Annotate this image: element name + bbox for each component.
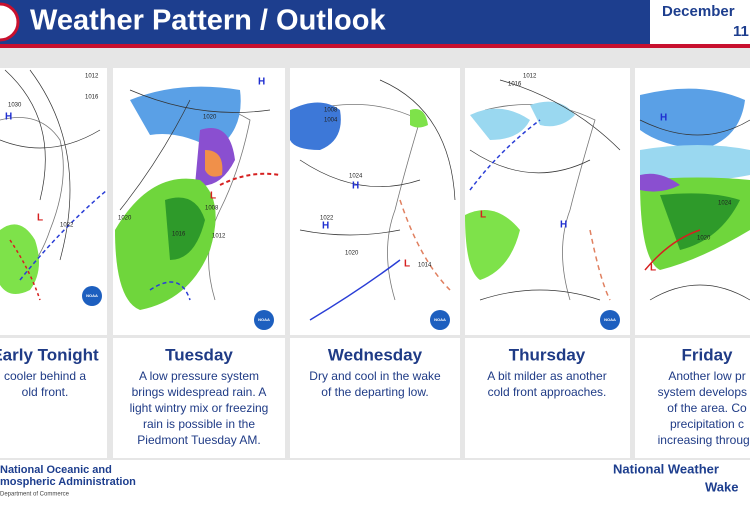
map-label: H (322, 221, 329, 232)
panel-title: Wednesday (328, 345, 423, 364)
map-label: 1022 (60, 223, 74, 229)
map-label: H (5, 112, 12, 123)
panel-title: Early Tonight (0, 345, 99, 364)
text-box (113, 338, 285, 458)
map (290, 68, 460, 335)
agency: National Oceanic and (0, 464, 112, 476)
panel-title: Tuesday (165, 345, 233, 364)
date: 11 (733, 23, 749, 40)
map-label: 1016 (172, 232, 186, 238)
panel-text: cold front approaches. (488, 385, 607, 399)
panel-text: old front. (22, 385, 69, 399)
panel-text: Dry and cool in the wake (309, 369, 441, 383)
panel-title: Friday (681, 345, 733, 364)
panel-text: system develops s (658, 385, 750, 399)
map-label: H (660, 113, 667, 124)
panel-title: Thursday (509, 345, 586, 364)
date: December (662, 3, 735, 20)
noaa-logos: NOAA NOAA NOAA NOAA (82, 286, 620, 330)
map-label: L (210, 191, 216, 202)
logo-text: NOAA (604, 317, 616, 322)
map-label: 1012 (523, 74, 537, 80)
map-label: 1024 (718, 201, 732, 207)
map (113, 68, 285, 335)
office: National Weather (613, 461, 719, 476)
logo-text: NOAA (434, 317, 446, 322)
title: Weather Pattern / Outlook (30, 5, 386, 37)
map-label: 1022 (320, 216, 334, 222)
text-box (465, 338, 630, 458)
text-box (635, 338, 750, 458)
map-label: L (480, 210, 486, 221)
panel-text: light wintry mix or freezing (130, 401, 269, 415)
text-box (290, 338, 460, 458)
date-box (650, 0, 750, 44)
panel-text: increasing through (658, 433, 750, 447)
map-label: 1024 (349, 174, 363, 180)
panel-text: Another low pr (668, 369, 745, 383)
panel-text: cooler behind a (4, 369, 86, 383)
map-label: 1004 (324, 118, 338, 124)
text-box (0, 338, 107, 458)
map-label: 1016 (508, 82, 522, 88)
map-label: 1020 (203, 115, 217, 121)
map-label: L (650, 263, 656, 274)
map-label: H (560, 220, 567, 231)
panel-text: of the departing low. (321, 385, 428, 399)
map-label: 1012 (212, 234, 226, 240)
map-label: 1030 (8, 103, 22, 109)
header-stripe (0, 44, 750, 48)
agency: mospheric Administration (0, 476, 136, 488)
map-label: L (37, 213, 43, 224)
map (635, 68, 750, 335)
map-label: H (352, 181, 359, 192)
panel-text: Piedmont Tuesday AM. (137, 433, 260, 447)
panel-text: precipitation c (670, 417, 744, 431)
department: Department of Commerce (0, 492, 70, 498)
map-label: 1008 (205, 206, 219, 212)
map-label: L (404, 259, 410, 270)
map-label: 1016 (85, 95, 99, 101)
footer (0, 460, 750, 500)
map-label: 1020 (345, 251, 359, 257)
panel-text: rain is possible in the (143, 417, 255, 431)
map-label: H (258, 77, 265, 88)
logo-text: NOAA (86, 293, 98, 298)
office: Wake (705, 479, 738, 494)
panel-text: brings widespread rain. A (132, 385, 267, 399)
seal (0, 2, 20, 42)
map-label: 1014 (418, 263, 432, 269)
map-label: 1008 (324, 108, 338, 114)
panel-text: A bit milder as another (487, 369, 606, 383)
header-bar (0, 0, 750, 44)
map (465, 68, 630, 335)
panel-text: A low pressure system (139, 369, 259, 383)
panel-text: of the area. Co (667, 401, 747, 415)
map-label: 1020 (118, 216, 132, 222)
map-label: 1020 (697, 236, 711, 242)
map-label: 1012 (85, 74, 99, 80)
logo-text: NOAA (258, 317, 270, 322)
